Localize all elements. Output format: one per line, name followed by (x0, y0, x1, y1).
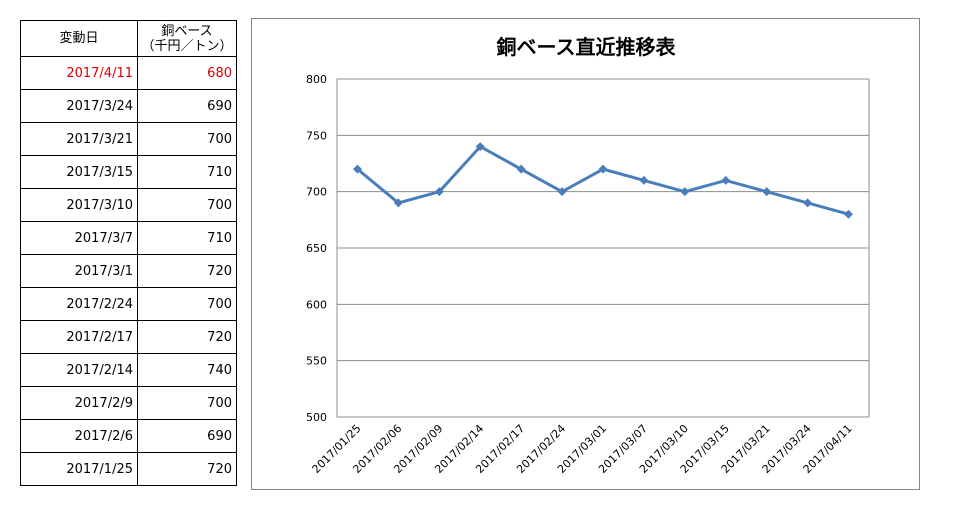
data-point (393, 198, 403, 208)
row-value: 700 (137, 122, 237, 156)
series-line (356, 145, 849, 216)
line-chart: 銅ベース直近推移表5005506006507007508002017/01/25… (306, 35, 870, 476)
table-row: 2017/3/21 700 (20, 122, 237, 156)
row-date: 2017/2/14 (20, 353, 138, 387)
y-tick-label: 550 (306, 355, 327, 368)
table-row: 2017/2/9 700 (20, 386, 237, 420)
row-value: 720 (137, 452, 237, 486)
data-point (762, 187, 772, 197)
row-date: 2017/1/25 (20, 452, 138, 486)
data-point (680, 187, 690, 197)
table-row: 2017/3/1 720 (20, 254, 237, 288)
row-date: 2017/3/7 (20, 221, 138, 255)
data-point (639, 175, 649, 185)
table-row: 2017/3/10 700 (20, 188, 237, 222)
row-value: 710 (137, 221, 237, 255)
row-value: 740 (137, 353, 237, 387)
table-row: 2017/1/25 720 (20, 452, 237, 486)
table-row: 2017/4/11 680 (20, 56, 237, 90)
row-date: 2017/3/21 (20, 122, 138, 156)
row-value: 690 (137, 419, 237, 453)
y-tick-label: 800 (306, 73, 327, 86)
y-tick-label: 700 (306, 186, 327, 199)
chart-area: 銅ベース直近推移表 500 550 600 650 700 750 800 2017/01/25… (251, 18, 920, 490)
row-date: 2017/3/10 (20, 188, 138, 222)
data-point (844, 209, 854, 219)
data-point (598, 164, 608, 174)
row-date: 2017/2/17 (20, 320, 138, 354)
row-date: 2017/3/1 (20, 254, 138, 288)
row-date: 2017/2/24 (20, 287, 138, 321)
row-value: 680 (137, 56, 237, 90)
table-row: 2017/2/6 690 (20, 419, 237, 453)
data-point (352, 164, 362, 174)
row-value: 720 (137, 320, 237, 354)
table-row: 2017/2/24 700 (20, 287, 237, 321)
row-date: 2017/3/15 (20, 155, 138, 189)
table-row: 2017/2/14 740 (20, 353, 237, 387)
y-tick-label: 600 (306, 298, 327, 311)
row-value: 700 (137, 287, 237, 321)
table-row: 2017/3/24 690 (20, 89, 237, 123)
data-point (803, 198, 813, 208)
row-value: 720 (137, 254, 237, 288)
header-value-line2: （千円／トン） (141, 38, 233, 54)
header-value-line1: 銅ベース (161, 23, 213, 39)
row-date: 2017/2/6 (20, 419, 138, 453)
row-value: 700 (137, 386, 237, 420)
table-row: 2017/3/15 710 (20, 155, 237, 189)
data-point (475, 142, 485, 152)
row-value: 690 (137, 89, 237, 123)
row-date: 2017/3/24 (20, 89, 138, 123)
row-date: 2017/4/11 (20, 56, 138, 90)
y-tick-label: 650 (306, 242, 327, 255)
data-point (557, 187, 567, 197)
table-row: 2017/2/17 720 (20, 320, 237, 354)
row-value: 700 (137, 188, 237, 222)
chart-title: 銅ベース直近推移表 (497, 35, 677, 59)
data-point (721, 175, 731, 185)
header-value: 銅ベース （千円／トン） (137, 20, 237, 57)
table-header-row: 変動日 銅ベース （千円／トン） (20, 20, 237, 57)
table-row: 2017/3/7 710 (20, 221, 237, 255)
data-point (516, 164, 526, 174)
row-value: 710 (137, 155, 237, 189)
y-tick-label: 750 (306, 129, 327, 142)
header-date: 変動日 (20, 20, 138, 57)
price-table: 変動日 銅ベース （千円／トン） 2017/4/11 680 2017/3/24 69… (20, 20, 237, 486)
y-tick-label: 500 (306, 411, 327, 424)
row-date: 2017/2/9 (20, 386, 138, 420)
data-point (434, 187, 444, 197)
